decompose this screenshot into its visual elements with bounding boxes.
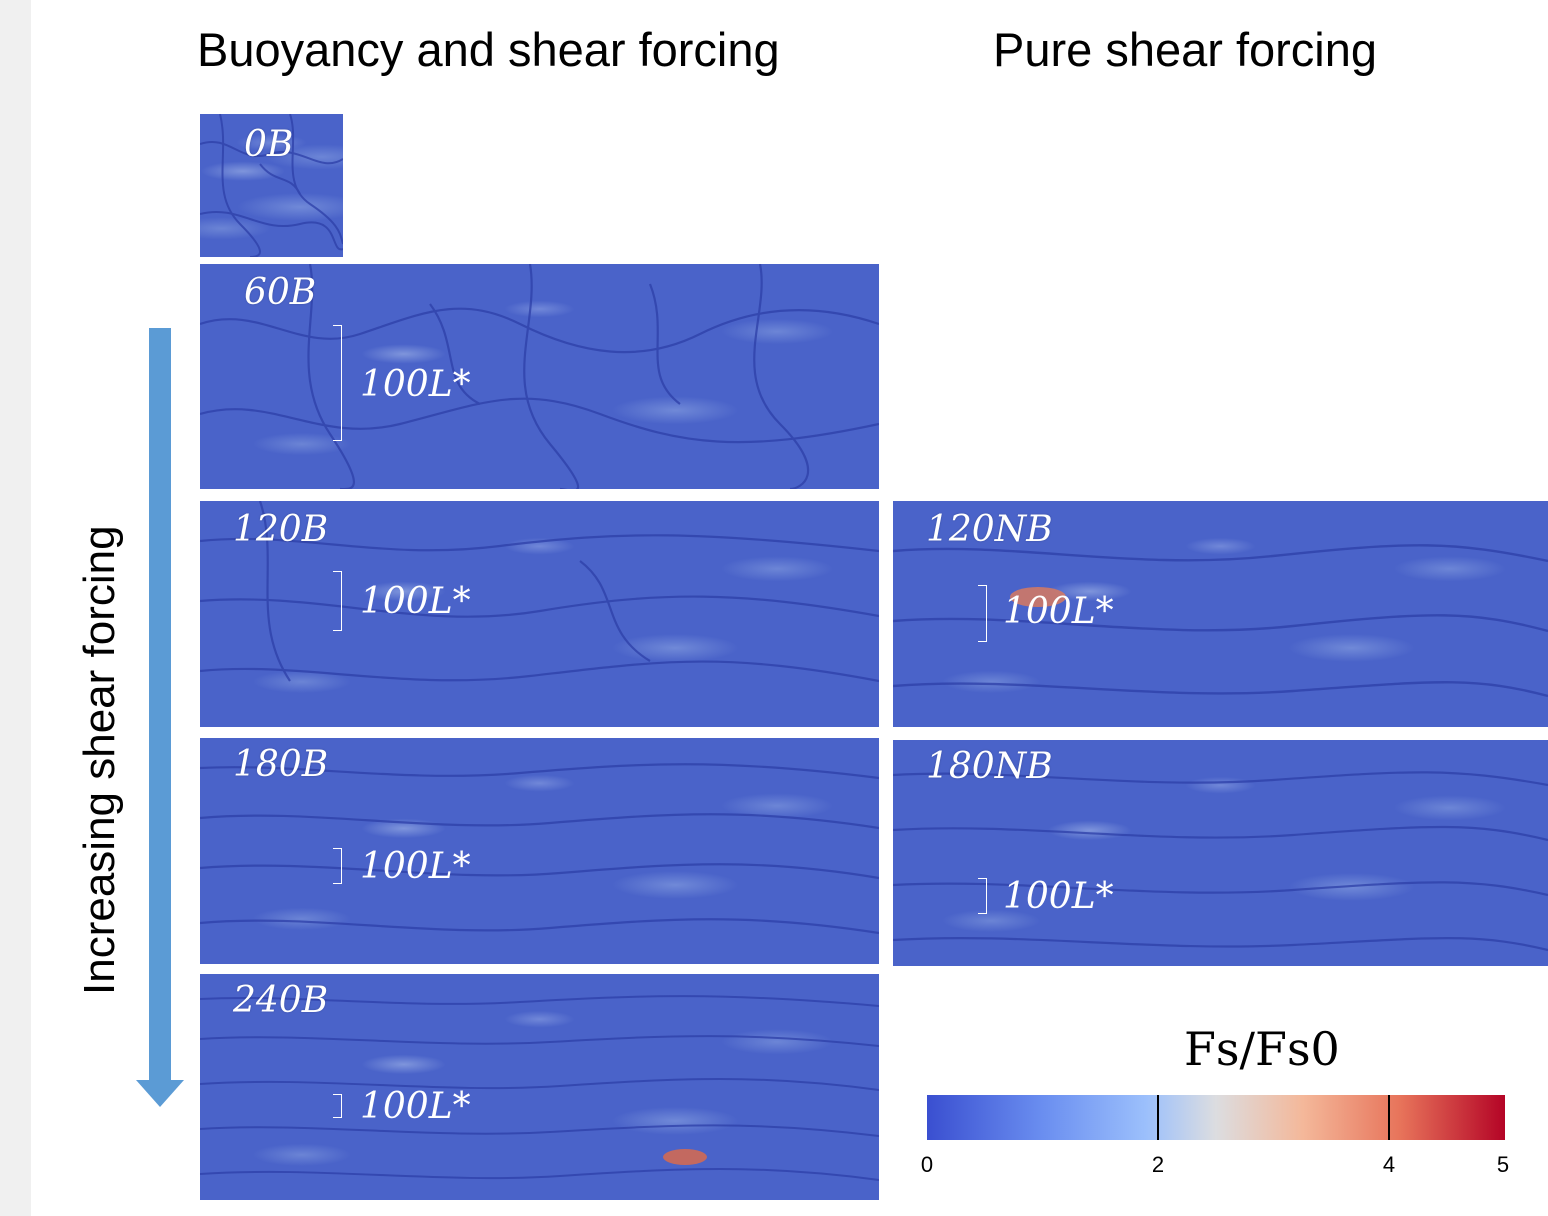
scale-bar-60B bbox=[333, 325, 342, 441]
colorbar-marker-2 bbox=[1157, 1095, 1159, 1140]
scale-bar-120NB bbox=[978, 585, 987, 642]
panel-120NB: 120NB 100L* bbox=[893, 501, 1548, 727]
colorbar-tick-label: 0 bbox=[920, 1152, 934, 1177]
scale-label-180B: 100L* bbox=[360, 846, 471, 887]
panel-label-180NB: 180NB bbox=[926, 746, 1053, 787]
colorbar-title: Fs/Fs0 bbox=[1184, 1022, 1340, 1076]
arrow-label: Increasing shear forcing bbox=[75, 525, 124, 995]
colorbar bbox=[927, 1095, 1505, 1140]
left-margin-strip bbox=[0, 0, 31, 1216]
panel-240B: 240B 100L* bbox=[200, 974, 879, 1200]
panel-180B: 180B 100L* bbox=[200, 738, 879, 964]
panel-120B: 120B 100L* bbox=[200, 501, 879, 727]
right-column-title: Pure shear forcing bbox=[993, 23, 1378, 76]
panel-label-120B: 120B bbox=[233, 509, 329, 550]
panel-180NB: 180NB 100L* bbox=[893, 740, 1548, 966]
scale-label-180NB: 100L* bbox=[1003, 876, 1114, 917]
left-column-title: Buoyancy and shear forcing bbox=[197, 23, 780, 76]
scale-bar-120B bbox=[333, 571, 342, 631]
colorbar-tick-label: 2 bbox=[1151, 1152, 1165, 1177]
scale-label-60B: 100L* bbox=[360, 364, 471, 405]
colorbar-tick-label: 4 bbox=[1382, 1152, 1396, 1177]
scale-label-240B: 100L* bbox=[360, 1086, 471, 1127]
colorbar-marker-4 bbox=[1388, 1095, 1390, 1140]
shear-arrow-icon bbox=[136, 328, 184, 1107]
scale-bar-240B bbox=[333, 1094, 342, 1118]
panel-label-120NB: 120NB bbox=[926, 509, 1053, 550]
panel-label-180B: 180B bbox=[233, 744, 329, 785]
panel-label-60B: 60B bbox=[244, 272, 317, 313]
colorbar-tick-label: 5 bbox=[1496, 1152, 1510, 1177]
scale-label-120NB: 100L* bbox=[1003, 591, 1114, 632]
panel-60B: 60B 100L* bbox=[200, 264, 879, 489]
scale-bar-180NB bbox=[978, 878, 987, 914]
panel-label-240B: 240B bbox=[233, 980, 329, 1021]
scale-bar-180B bbox=[333, 848, 342, 884]
panel-0B: 0B bbox=[200, 114, 343, 257]
panel-label-0B: 0B bbox=[244, 124, 294, 165]
scale-label-120B: 100L* bbox=[360, 581, 471, 622]
